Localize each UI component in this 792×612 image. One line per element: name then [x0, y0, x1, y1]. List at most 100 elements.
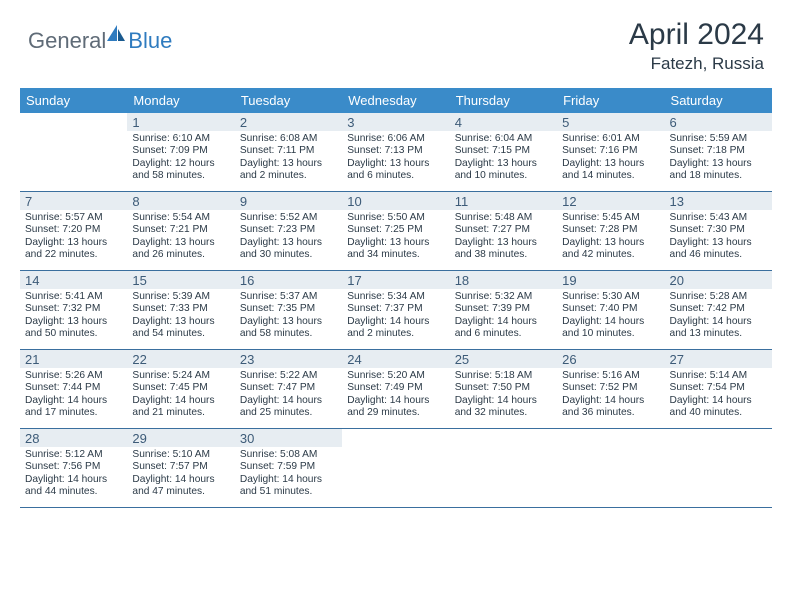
day-info: Sunrise: 5:18 AMSunset: 7:50 PMDaylight:… — [455, 370, 552, 420]
daylight-text: Daylight: 12 hours and 58 minutes. — [132, 158, 229, 183]
daylight-text: Daylight: 14 hours and 51 minutes. — [240, 474, 337, 499]
daylight-text: Daylight: 14 hours and 6 minutes. — [455, 316, 552, 341]
daylight-text: Daylight: 14 hours and 32 minutes. — [455, 395, 552, 420]
sunset-text: Sunset: 7:33 PM — [132, 303, 229, 315]
day-number: 26 — [557, 350, 664, 368]
sunrise-text: Sunrise: 5:50 AM — [347, 212, 444, 224]
daylight-text: Daylight: 13 hours and 6 minutes. — [347, 158, 444, 183]
logo-text-general: General — [28, 28, 106, 54]
calendar-cell: 14Sunrise: 5:41 AMSunset: 7:32 PMDayligh… — [20, 271, 127, 349]
day-info: Sunrise: 5:32 AMSunset: 7:39 PMDaylight:… — [455, 291, 552, 341]
sunrise-text: Sunrise: 5:54 AM — [132, 212, 229, 224]
sunrise-text: Sunrise: 6:06 AM — [347, 133, 444, 145]
logo-sail-icon — [106, 24, 126, 47]
day-info: Sunrise: 5:52 AMSunset: 7:23 PMDaylight:… — [240, 212, 337, 262]
calendar-cell: 30 Sunrise: 5:08 AMSunset: 7:59 PMDayligh… — [235, 429, 342, 507]
calendar-cell: 26 Sunrise: 5:16 AMSunset: 7:52 PMDayligh… — [557, 350, 664, 428]
day-number: 16 — [235, 271, 342, 289]
day-info: Sunrise: 5:41 AMSunset: 7:32 PMDaylight:… — [25, 291, 122, 341]
sunrise-text: Sunrise: 5:34 AM — [347, 291, 444, 303]
calendar-cell: 3Sunrise: 6:06 AMSunset: 7:13 PMDaylight… — [342, 113, 449, 191]
calendar-cell: 13Sunrise: 5:43 AMSunset: 7:30 PMDayligh… — [665, 192, 772, 270]
calendar-cell: 5Sunrise: 6:01 AMSunset: 7:16 PMDaylight… — [557, 113, 664, 191]
day-number: 23 — [235, 350, 342, 368]
sunset-text: Sunset: 7:09 PM — [132, 145, 229, 157]
sunset-text: Sunset: 7:54 PM — [670, 382, 767, 394]
day-number: 4 — [450, 113, 557, 131]
day-number: 15 — [127, 271, 234, 289]
day-number: 11 — [450, 192, 557, 210]
calendar-cell: 6Sunrise: 5:59 AMSunset: 7:18 PMDaylight… — [665, 113, 772, 191]
weekday-tuesday: Tuesday — [235, 88, 342, 113]
daylight-text: Daylight: 14 hours and 13 minutes. — [670, 316, 767, 341]
sunrise-text: Sunrise: 5:45 AM — [562, 212, 659, 224]
sunrise-text: Sunrise: 5:22 AM — [240, 370, 337, 382]
sunset-text: Sunset: 7:45 PM — [132, 382, 229, 394]
day-info: Sunrise: 5:34 AMSunset: 7:37 PMDaylight:… — [347, 291, 444, 341]
day-info: Sunrise: 6:06 AMSunset: 7:13 PMDaylight:… — [347, 133, 444, 183]
sunset-text: Sunset: 7:13 PM — [347, 145, 444, 157]
sunset-text: Sunset: 7:56 PM — [25, 461, 122, 473]
weekday-header: Sunday Monday Tuesday Wednesday Thursday… — [20, 88, 772, 113]
calendar-cell — [665, 429, 772, 507]
daylight-text: Daylight: 13 hours and 30 minutes. — [240, 237, 337, 262]
day-info: Sunrise: 5:16 AMSunset: 7:52 PMDaylight:… — [562, 370, 659, 420]
day-number: 25 — [450, 350, 557, 368]
sunrise-text: Sunrise: 5:41 AM — [25, 291, 122, 303]
day-number: 24 — [342, 350, 449, 368]
sunset-text: Sunset: 7:11 PM — [240, 145, 337, 157]
day-info: Sunrise: 5:45 AMSunset: 7:28 PMDaylight:… — [562, 212, 659, 262]
sunrise-text: Sunrise: 5:08 AM — [240, 449, 337, 461]
daylight-text: Daylight: 13 hours and 26 minutes. — [132, 237, 229, 262]
calendar-cell: 18Sunrise: 5:32 AMSunset: 7:39 PMDayligh… — [450, 271, 557, 349]
day-number: 9 — [235, 192, 342, 210]
day-number: 30 — [235, 429, 342, 447]
calendar-cell: 7Sunrise: 5:57 AMSunset: 7:20 PMDaylight… — [20, 192, 127, 270]
sunrise-text: Sunrise: 5:24 AM — [132, 370, 229, 382]
day-info: Sunrise: 6:10 AMSunset: 7:09 PMDaylight:… — [132, 133, 229, 183]
sunrise-text: Sunrise: 5:12 AM — [25, 449, 122, 461]
sunrise-text: Sunrise: 5:26 AM — [25, 370, 122, 382]
day-number: 5 — [557, 113, 664, 131]
sunset-text: Sunset: 7:47 PM — [240, 382, 337, 394]
day-number: 2 — [235, 113, 342, 131]
sunrise-text: Sunrise: 6:04 AM — [455, 133, 552, 145]
daylight-text: Daylight: 14 hours and 2 minutes. — [347, 316, 444, 341]
daylight-text: Daylight: 13 hours and 54 minutes. — [132, 316, 229, 341]
calendar-cell — [450, 429, 557, 507]
daylight-text: Daylight: 14 hours and 36 minutes. — [562, 395, 659, 420]
calendar-cell: 9 Sunrise: 5:52 AMSunset: 7:23 PMDaylight… — [235, 192, 342, 270]
sunrise-text: Sunrise: 5:43 AM — [670, 212, 767, 224]
sunset-text: Sunset: 7:35 PM — [240, 303, 337, 315]
day-info: Sunrise: 5:39 AMSunset: 7:33 PMDaylight:… — [132, 291, 229, 341]
daylight-text: Daylight: 14 hours and 47 minutes. — [132, 474, 229, 499]
sunset-text: Sunset: 7:39 PM — [455, 303, 552, 315]
location-label: Fatezh, Russia — [629, 54, 764, 74]
sunset-text: Sunset: 7:59 PM — [240, 461, 337, 473]
daylight-text: Daylight: 14 hours and 10 minutes. — [562, 316, 659, 341]
day-info: Sunrise: 5:28 AMSunset: 7:42 PMDaylight:… — [670, 291, 767, 341]
sunset-text: Sunset: 7:23 PM — [240, 224, 337, 236]
calendar-cell: 4Sunrise: 6:04 AMSunset: 7:15 PMDaylight… — [450, 113, 557, 191]
calendar-cell: 17Sunrise: 5:34 AMSunset: 7:37 PMDayligh… — [342, 271, 449, 349]
weekday-wednesday: Wednesday — [342, 88, 449, 113]
calendar-cell: 16Sunrise: 5:37 AMSunset: 7:35 PMDayligh… — [235, 271, 342, 349]
calendar-cell: 1Sunrise: 6:10 AMSunset: 7:09 PMDaylight… — [127, 113, 234, 191]
calendar-cell: 22Sunrise: 5:24 AMSunset: 7:45 PMDayligh… — [127, 350, 234, 428]
day-info: Sunrise: 5:26 AMSunset: 7:44 PMDaylight:… — [25, 370, 122, 420]
sunrise-text: Sunrise: 5:20 AM — [347, 370, 444, 382]
daylight-text: Daylight: 13 hours and 46 minutes. — [670, 237, 767, 262]
sunset-text: Sunset: 7:15 PM — [455, 145, 552, 157]
day-info: Sunrise: 6:08 AMSunset: 7:11 PMDaylight:… — [240, 133, 337, 183]
daylight-text: Daylight: 13 hours and 2 minutes. — [240, 158, 337, 183]
sunrise-text: Sunrise: 6:10 AM — [132, 133, 229, 145]
sunset-text: Sunset: 7:21 PM — [132, 224, 229, 236]
daylight-text: Daylight: 13 hours and 38 minutes. — [455, 237, 552, 262]
sunrise-text: Sunrise: 5:14 AM — [670, 370, 767, 382]
day-info: Sunrise: 5:54 AMSunset: 7:21 PMDaylight:… — [132, 212, 229, 262]
sunrise-text: Sunrise: 5:32 AM — [455, 291, 552, 303]
sunset-text: Sunset: 7:50 PM — [455, 382, 552, 394]
day-number: 29 — [127, 429, 234, 447]
sunset-text: Sunset: 7:57 PM — [132, 461, 229, 473]
day-info: Sunrise: 5:14 AMSunset: 7:54 PMDaylight:… — [670, 370, 767, 420]
